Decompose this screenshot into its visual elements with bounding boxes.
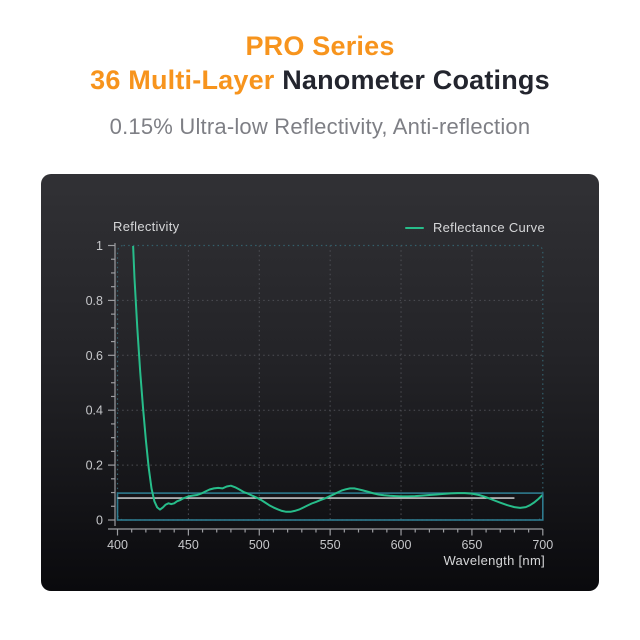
x-axis-title: Wavelength [nm]	[443, 553, 545, 568]
x-tick-labels: 400 450 500 550 600 650 700	[107, 538, 553, 552]
tagline: 0.15% Ultra-low Reflectivity, Anti-refle…	[109, 114, 531, 139]
chart-panel: 0 0.2 0.4 0.6 0.8 1 400 450 500 550 600 650 700 Refl…	[41, 174, 599, 591]
reflectance-chart: 0 0.2 0.4 0.6 0.8 1 400 450 500 550 600 650 700	[86, 239, 554, 552]
svg-text:1: 1	[96, 239, 103, 253]
svg-text:0.6: 0.6	[86, 349, 103, 363]
svg-text:700: 700	[532, 538, 553, 552]
title-rest: Nanometer Coatings	[274, 65, 550, 95]
y-axis-title: Reflectivity	[113, 219, 180, 234]
svg-text:650: 650	[461, 538, 482, 552]
chart-legend: Reflectance Curve	[404, 220, 545, 235]
svg-text:500: 500	[249, 538, 270, 552]
reference-band	[116, 492, 544, 521]
svg-text:0.4: 0.4	[86, 404, 103, 418]
svg-text:400: 400	[107, 538, 128, 552]
svg-text:600: 600	[391, 538, 412, 552]
svg-text:0.8: 0.8	[86, 294, 103, 308]
page-subtitle-line: 36 Multi-Layer Nanometer Coatings	[0, 63, 640, 97]
gridlines	[117, 245, 543, 520]
legend-label: Reflectance Curve	[432, 220, 545, 235]
page-title: PRO Series	[245, 31, 395, 61]
legend-line-swatch	[404, 226, 424, 229]
x-axis	[108, 528, 544, 536]
title-highlight: 36 Multi-Layer	[90, 65, 275, 95]
header: PRO Series 36 Multi-Layer Nanometer Coat…	[0, 0, 640, 140]
y-tick-labels: 0 0.2 0.4 0.6 0.8 1	[86, 239, 103, 528]
svg-text:450: 450	[178, 538, 199, 552]
y-axis	[108, 243, 116, 526]
reflectance-curve	[132, 246, 543, 513]
svg-text:550: 550	[320, 538, 341, 552]
svg-text:0.2: 0.2	[86, 459, 103, 473]
svg-text:0: 0	[96, 514, 103, 528]
